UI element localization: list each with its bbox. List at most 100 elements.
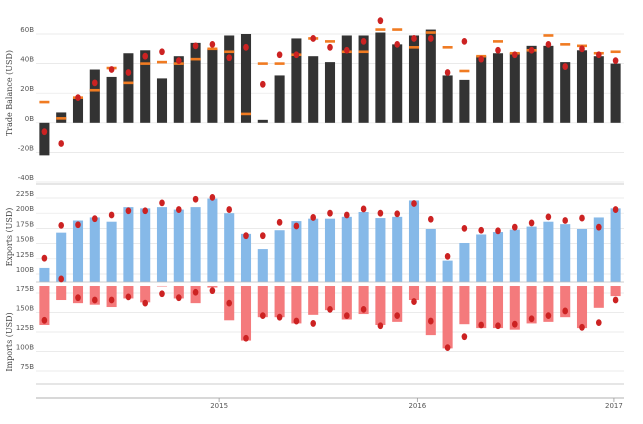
exports-actual-marker	[596, 223, 602, 231]
trade-balance-actual-marker	[428, 35, 434, 42]
trade-balance-bar	[442, 75, 453, 123]
trade-balance-actual-marker	[461, 38, 468, 45]
exports-actual-marker	[327, 209, 333, 217]
imports-bar	[476, 286, 487, 329]
trade-balance-bar	[207, 48, 218, 123]
imports-actual-marker	[92, 296, 98, 304]
trade-balance-actual-marker	[444, 69, 451, 76]
exports-ytick-label: 150B	[16, 236, 34, 244]
exports-bar	[106, 221, 117, 282]
imports-actual-marker	[243, 334, 249, 342]
imports-actual-marker	[75, 294, 81, 302]
imports-panel: 75B 100B 125B 150B 175B Imports (USD)	[5, 275, 624, 385]
exports-actual-marker	[394, 210, 401, 218]
exports-ytick-label: 175B	[16, 220, 34, 228]
trade-balance-actual-marker	[377, 17, 384, 25]
exports-actual-marker	[310, 214, 317, 221]
imports-bar	[358, 286, 369, 315]
trade-balance-actual-marker	[612, 57, 619, 65]
exports-actual-marker	[142, 207, 148, 215]
exports-bar	[476, 234, 487, 282]
exports-actual-marker	[528, 219, 535, 227]
imports-bar	[492, 286, 504, 329]
trade-balance-forecast-marker	[207, 47, 218, 51]
imports-bar	[207, 286, 218, 288]
imports-bar	[593, 286, 604, 308]
imports-bar	[509, 286, 520, 330]
imports-actual-marker	[411, 298, 417, 305]
exports-actual-marker	[75, 221, 81, 229]
exports-actual-marker	[125, 207, 132, 215]
exports-bar	[207, 198, 218, 282]
trade-balance-actual-marker	[41, 128, 48, 136]
imports-bar	[173, 286, 184, 299]
trade-balance-actual-marker	[159, 48, 165, 56]
exports-actual-marker	[411, 200, 417, 207]
imports-bar	[56, 286, 67, 301]
imports-bar	[308, 286, 319, 315]
trade-balance-actual-marker	[310, 35, 317, 42]
imports-bar	[341, 286, 352, 320]
exports-bar	[257, 249, 268, 282]
imports-bar	[89, 286, 100, 305]
imports-bar	[442, 286, 453, 349]
imports-actual-marker	[209, 287, 216, 295]
trade-balance-ytick-label: 0B	[25, 115, 34, 123]
trade-balance-panel: -40B -20B 0B 20B 40B 60B Trade Balance (USD)	[5, 17, 624, 185]
exports-bar	[56, 232, 67, 282]
trade-balance-forecast-marker	[241, 112, 251, 116]
exports-bar	[173, 209, 184, 282]
imports-actual-marker	[58, 275, 64, 283]
exports-bar	[593, 217, 604, 282]
exports-bar	[291, 221, 302, 282]
trade-balance-actual-marker	[108, 66, 115, 73]
trade-balance-forecast-marker	[560, 43, 571, 46]
trade-balance-forecast-marker	[39, 100, 50, 104]
imports-actual-marker	[327, 305, 333, 313]
exports-bar	[190, 207, 201, 282]
trade-balance-bar	[39, 122, 50, 156]
trade-balance-ylabel: Trade Balance (USD)	[5, 50, 14, 136]
imports-ytick-label: 150B	[16, 305, 34, 313]
exports-bar	[560, 224, 571, 282]
trade-balance-bar	[173, 56, 184, 123]
imports-actual-marker	[142, 299, 148, 307]
trade-balance-bar	[72, 97, 84, 123]
exports-actual-marker	[92, 215, 98, 223]
imports-actual-marker	[444, 344, 451, 351]
imports-bar	[425, 286, 436, 336]
exports-bar	[425, 229, 436, 282]
trade-balance-bar	[257, 119, 268, 123]
trade-balance-forecast-marker	[123, 81, 134, 85]
imports-actual-marker	[528, 315, 535, 323]
exports-bar	[576, 229, 588, 282]
trade-balance-bar	[358, 35, 369, 123]
trade-balance-bar	[492, 53, 504, 123]
exports-actual-marker	[377, 209, 384, 217]
trade-balance-bar	[106, 76, 117, 123]
imports-actual-marker	[108, 296, 115, 304]
exports-bar	[72, 220, 84, 282]
exports-actual-marker	[176, 206, 182, 213]
trade-balance-bar	[576, 50, 588, 123]
imports-actual-marker	[545, 312, 552, 320]
trade-balance-actual-marker	[176, 57, 182, 65]
imports-actual-marker	[612, 296, 619, 304]
trade-balance-ytick-label: -40B	[18, 174, 34, 182]
exports-bar	[324, 218, 336, 282]
trade-balance-bar	[408, 35, 420, 123]
exports-bar	[140, 208, 151, 282]
imports-actual-marker	[125, 293, 132, 301]
trade-balance-forecast-marker	[409, 46, 419, 49]
exports-ytick-label: 225B	[16, 190, 34, 198]
exports-actual-marker	[512, 223, 518, 231]
imports-actual-marker	[394, 312, 401, 320]
exports-bar	[442, 260, 453, 282]
trade-balance-actual-marker	[327, 43, 333, 51]
imports-ytick-label: 125B	[16, 324, 34, 332]
x-tick-label: 2017	[605, 402, 623, 410]
exports-actual-marker	[461, 225, 468, 232]
imports-bar	[274, 286, 285, 318]
imports-bar	[459, 286, 470, 325]
